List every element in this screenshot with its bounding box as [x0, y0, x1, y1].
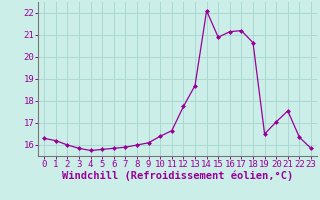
- X-axis label: Windchill (Refroidissement éolien,°C): Windchill (Refroidissement éolien,°C): [62, 171, 293, 181]
